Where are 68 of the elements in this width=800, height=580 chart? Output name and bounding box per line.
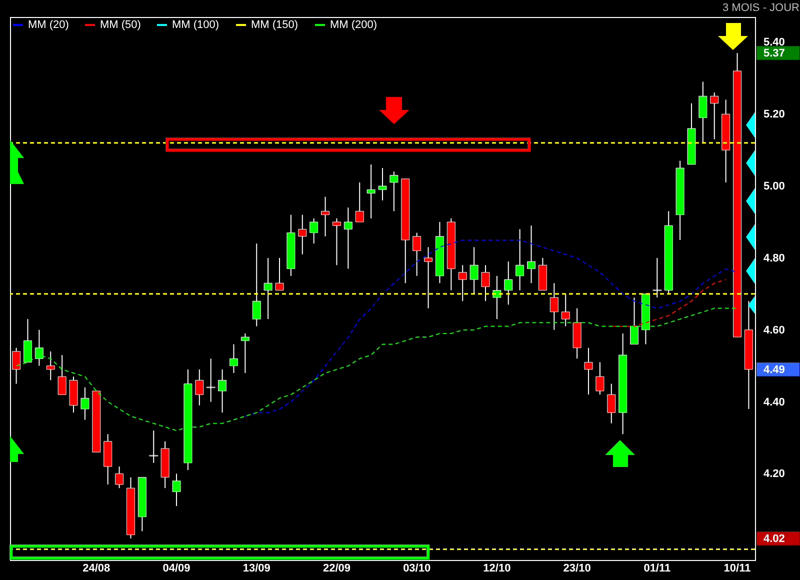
legend-label: MM (50): [100, 19, 141, 31]
candlestick: [561, 293, 570, 327]
x-tick-label: 10/11: [724, 562, 751, 574]
x-tick-label: 01/11: [644, 562, 671, 574]
x-tick-label: 13/09: [242, 562, 270, 574]
candlestick: [58, 354, 66, 396]
candlestick: [412, 232, 422, 276]
y-tick-label: 4.80: [764, 252, 785, 264]
candlestick: [458, 264, 467, 302]
candlestick: [275, 257, 284, 291]
candlestick: [481, 264, 490, 302]
x-tick-label: 24/08: [82, 562, 110, 574]
candlestick: [34, 329, 44, 366]
candlestick: [470, 246, 478, 294]
candlestick: [527, 225, 536, 284]
chart-subtitle: 3 MOIS - JOUR: [722, 2, 800, 14]
y-tick-label: 4.40: [764, 396, 785, 408]
candlestick: [355, 182, 364, 222]
candlestick: [584, 347, 593, 396]
candlestick: [424, 246, 433, 309]
legend-label: MM (100): [172, 19, 220, 31]
y-tick-label: 4.02: [764, 532, 785, 545]
candlestick: [252, 243, 261, 327]
y-tick-label: 4.49: [764, 364, 785, 376]
candlestick: [195, 368, 204, 406]
candlestick: [80, 386, 90, 420]
candlestick: [550, 282, 558, 330]
candlestick: [23, 318, 32, 363]
y-tick-label: 4.60: [764, 324, 785, 336]
y-tick-label: 5.37: [764, 47, 785, 60]
y-tick-label: 5.40: [764, 36, 785, 49]
candlestick: [366, 164, 376, 219]
candlestick: [504, 261, 513, 306]
candlestick: [321, 196, 330, 237]
candlestick: [332, 218, 341, 266]
candlestick: [218, 368, 227, 414]
y-tick-label: 5.00: [764, 180, 785, 193]
line-series: [244, 239, 738, 417]
candlestick: [115, 466, 124, 489]
candlestick: [698, 81, 708, 144]
candlestick: [298, 214, 307, 255]
y-tick-label: 4.20: [764, 468, 785, 480]
x-tick-label: 03/10: [403, 562, 431, 574]
candlestick: [229, 344, 238, 374]
candlestick: [310, 218, 318, 244]
candlestick: [652, 257, 662, 298]
candlestick: [172, 473, 181, 507]
candlestick: [516, 228, 524, 291]
candlestick: [240, 332, 250, 374]
candlestick: [596, 362, 604, 396]
candlestick: [378, 168, 387, 201]
x-tick-label: 12/10: [483, 562, 511, 574]
legend-label: MM (20): [28, 19, 69, 31]
y-tick-label: 5.20: [764, 108, 785, 121]
candlestick: [206, 358, 216, 402]
legend-label: MM (200): [330, 19, 378, 31]
candlestick: [46, 350, 55, 381]
candlestick: [390, 171, 398, 212]
candlestick: [149, 430, 158, 464]
candlestick: [607, 383, 616, 424]
x-tick-label: 04/09: [162, 562, 190, 574]
x-tick-label: 22/09: [322, 562, 350, 574]
candlestick: [710, 92, 719, 140]
candlestick: [344, 207, 352, 270]
x-tick-label: 23/10: [563, 562, 591, 574]
candlestick: [492, 275, 502, 320]
legend-label: MM (150): [251, 19, 298, 31]
candlestick: [264, 257, 272, 320]
